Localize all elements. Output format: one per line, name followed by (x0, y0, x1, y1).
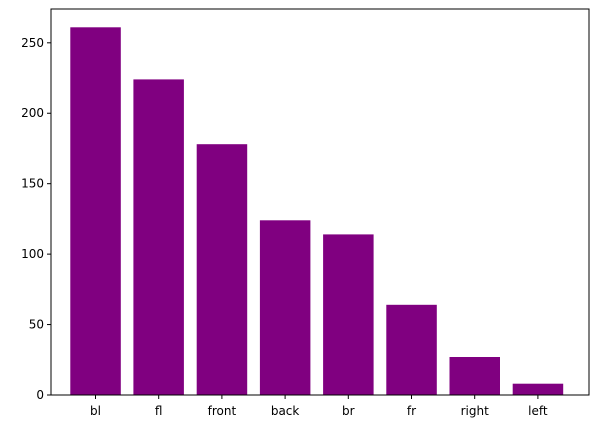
y-axis: 0 50 100 150 200 250 (21, 36, 51, 402)
x-tick-label: front (208, 404, 237, 418)
bar-left (512, 383, 564, 395)
x-tick-label: br (342, 404, 355, 418)
y-tick-label: 100 (21, 247, 44, 261)
bar-fl (133, 79, 184, 396)
x-tick-label: left (528, 404, 548, 418)
x-tick-label: fr (407, 404, 416, 418)
bars-group (70, 27, 564, 396)
x-tick-label: bl (90, 404, 101, 418)
bar-br (323, 234, 374, 395)
y-tick-label: 200 (21, 106, 44, 120)
bar-right (449, 357, 500, 395)
bar-front (196, 144, 248, 395)
plot-frame (50, 8, 590, 396)
bar-fr (386, 304, 437, 395)
bar-bl (70, 27, 121, 396)
y-tick-label: 250 (21, 36, 44, 50)
y-tick-label: 0 (36, 388, 44, 402)
x-tick-label: fl (155, 404, 163, 418)
x-tick-label: right (461, 404, 489, 418)
x-tick-label: back (271, 404, 300, 418)
x-axis: bl fl front back br fr right left (90, 395, 548, 418)
y-tick-label: 50 (29, 318, 44, 332)
y-tick-label: 150 (21, 177, 44, 191)
bar-back (259, 220, 311, 395)
